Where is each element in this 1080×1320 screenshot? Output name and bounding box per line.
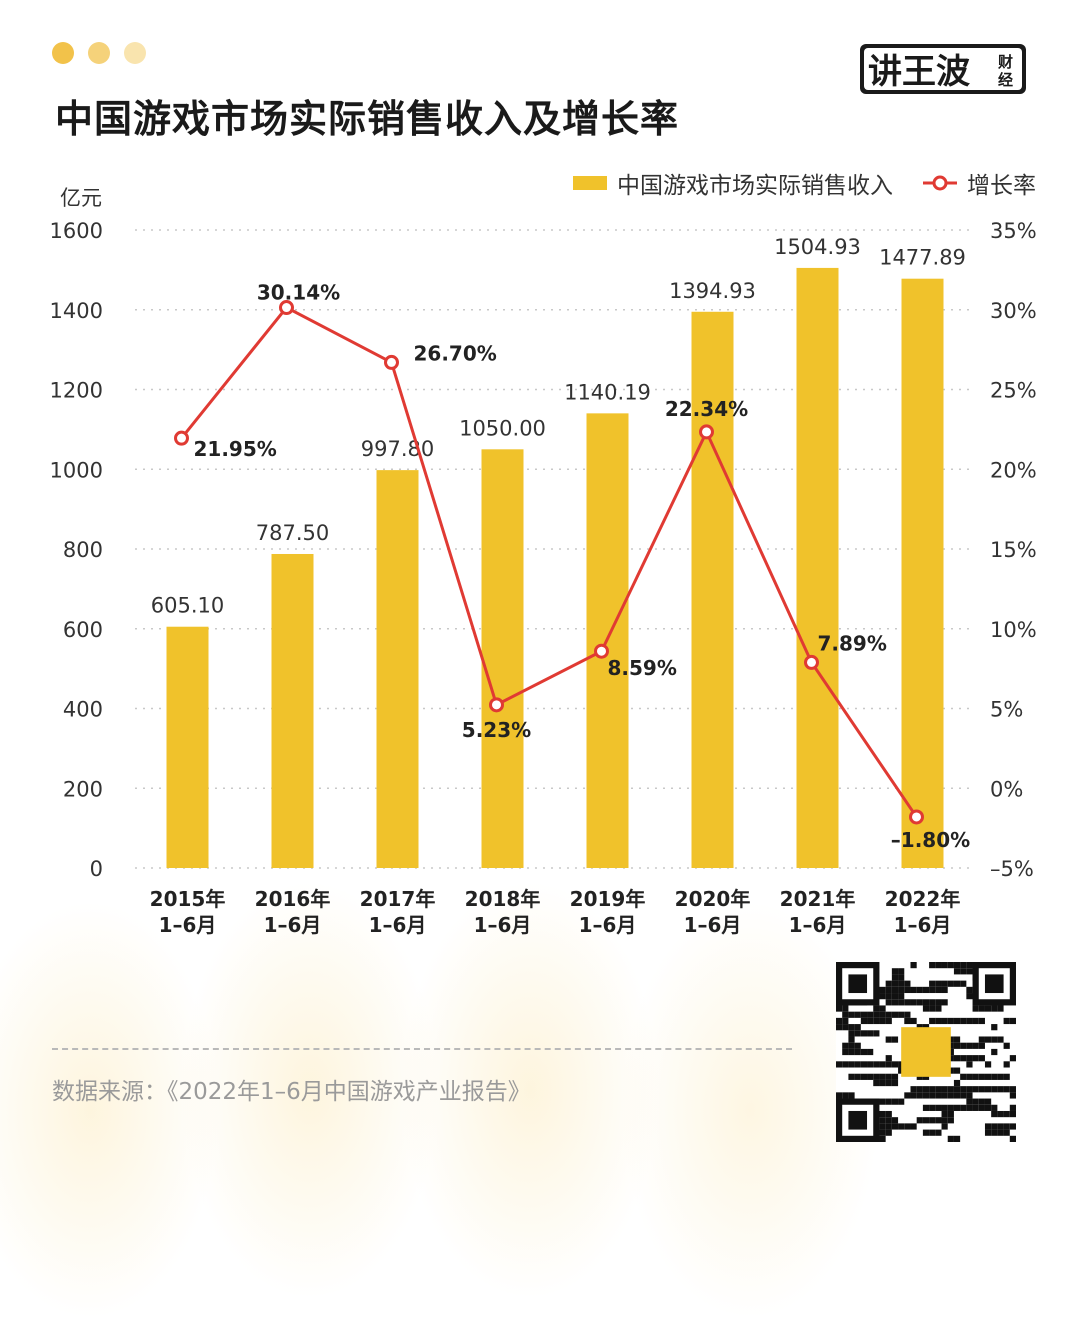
category-label: 2017年	[360, 887, 436, 911]
category-label: 2020年	[675, 887, 751, 911]
growth-value-label: 30.14%	[257, 281, 340, 305]
qr-code	[836, 962, 1016, 1142]
data-source: 数据来源：《2022年1–6月中国游戏产业报告》	[52, 1079, 531, 1105]
left-tick-label: 1400	[50, 299, 103, 323]
category-label: 1–6月	[894, 913, 952, 937]
category-label: 1–6月	[264, 913, 322, 937]
logo-sub-top: 财	[998, 53, 1013, 71]
growth-value-label: 22.34%	[665, 397, 748, 421]
category-label: 1–6月	[789, 913, 847, 937]
left-axis-unit: 亿元	[60, 186, 102, 210]
legend-line-swatch	[923, 175, 957, 191]
right-tick-label: 5%	[990, 698, 1023, 722]
growth-value-label: 7.89%	[818, 631, 887, 655]
bar	[376, 470, 419, 868]
left-tick-label: 800	[63, 538, 103, 562]
growth-line	[180, 305, 918, 818]
category-label: 1–6月	[474, 913, 532, 937]
left-tick-label: 0	[90, 857, 103, 881]
category-label: 2015年	[150, 887, 226, 911]
growth-point	[909, 809, 924, 825]
legend-bar-label: 中国游戏市场实际销售收入	[617, 173, 893, 199]
growth-value-label: 21.95%	[194, 437, 277, 461]
category-label: 2022年	[885, 887, 961, 911]
growth-point	[699, 424, 714, 440]
left-tick-label: 400	[63, 698, 103, 722]
bar-value-label: 1477.89	[879, 246, 966, 270]
growth-point	[384, 354, 399, 370]
dot-2	[88, 42, 110, 64]
left-tick-label: 1600	[50, 219, 103, 243]
page-title: 中国游戏市场实际销售收入及增长率	[55, 97, 680, 141]
left-tick-label: 600	[63, 618, 103, 642]
left-tick-label: 1200	[50, 379, 103, 403]
category-label: 1–6月	[579, 913, 637, 937]
dot-1	[52, 42, 74, 64]
bar	[166, 626, 209, 868]
right-tick-label: 35%	[990, 219, 1037, 243]
growth-value-label: –1.80%	[891, 828, 970, 852]
bar	[901, 278, 944, 868]
bar	[481, 449, 524, 868]
category-label: 1–6月	[369, 913, 427, 937]
bar	[691, 311, 734, 868]
bar-value-label: 1504.93	[774, 235, 861, 259]
right-tick-label: 0%	[990, 777, 1023, 801]
bar-value-label: 1140.19	[564, 380, 651, 404]
left-tick-label: 200	[63, 777, 103, 801]
growth-point	[594, 643, 609, 659]
category-label: 2021年	[780, 887, 856, 911]
bar	[271, 553, 314, 868]
source-divider	[52, 1048, 792, 1050]
growth-value-label: 26.70%	[414, 341, 497, 365]
bar	[796, 267, 839, 868]
growth-point	[279, 300, 294, 316]
growth-value-label: 8.59%	[608, 656, 677, 680]
bar-value-label: 787.50	[256, 521, 329, 545]
dot-3	[124, 42, 146, 64]
category-label: 2018年	[465, 887, 541, 911]
logo-main: 讲王波	[868, 53, 970, 91]
growth-value-label: 5.23%	[462, 718, 531, 742]
growth-point	[804, 654, 819, 670]
window-dots	[52, 42, 146, 64]
legend-bar-swatch	[573, 176, 607, 190]
right-tick-label: 20%	[990, 458, 1037, 482]
right-tick-label: 30%	[990, 299, 1037, 323]
right-tick-label: –5%	[990, 857, 1034, 881]
category-label: 2016年	[255, 887, 331, 911]
right-tick-label: 10%	[990, 618, 1037, 642]
category-label: 2019年	[570, 887, 646, 911]
background-decoration	[0, 900, 220, 1320]
bar-value-label: 997.80	[361, 437, 434, 461]
right-tick-label: 15%	[990, 538, 1037, 562]
logo-sub-bottom: 经	[998, 71, 1013, 89]
left-tick-label: 1000	[50, 458, 103, 482]
bar-value-label: 1050.00	[459, 416, 546, 440]
bar-value-label: 1394.93	[669, 279, 756, 303]
combo-chart: 0 200 400 600 800 1000 1200 1400 1600 –5% 0% 5% 10% 1…	[50, 219, 1037, 937]
right-tick-label: 25%	[990, 379, 1037, 403]
chart-legend: 中国游戏市场实际销售收入 增长率	[573, 166, 1036, 200]
category-label: 1–6月	[159, 913, 217, 937]
growth-point	[174, 430, 189, 446]
category-label: 1–6月	[684, 913, 742, 937]
bar-value-label: 605.10	[151, 594, 224, 618]
brand-logo: 讲王波 财 经	[860, 44, 1026, 94]
growth-point	[489, 697, 504, 713]
legend-line-label: 增长率	[967, 173, 1036, 199]
